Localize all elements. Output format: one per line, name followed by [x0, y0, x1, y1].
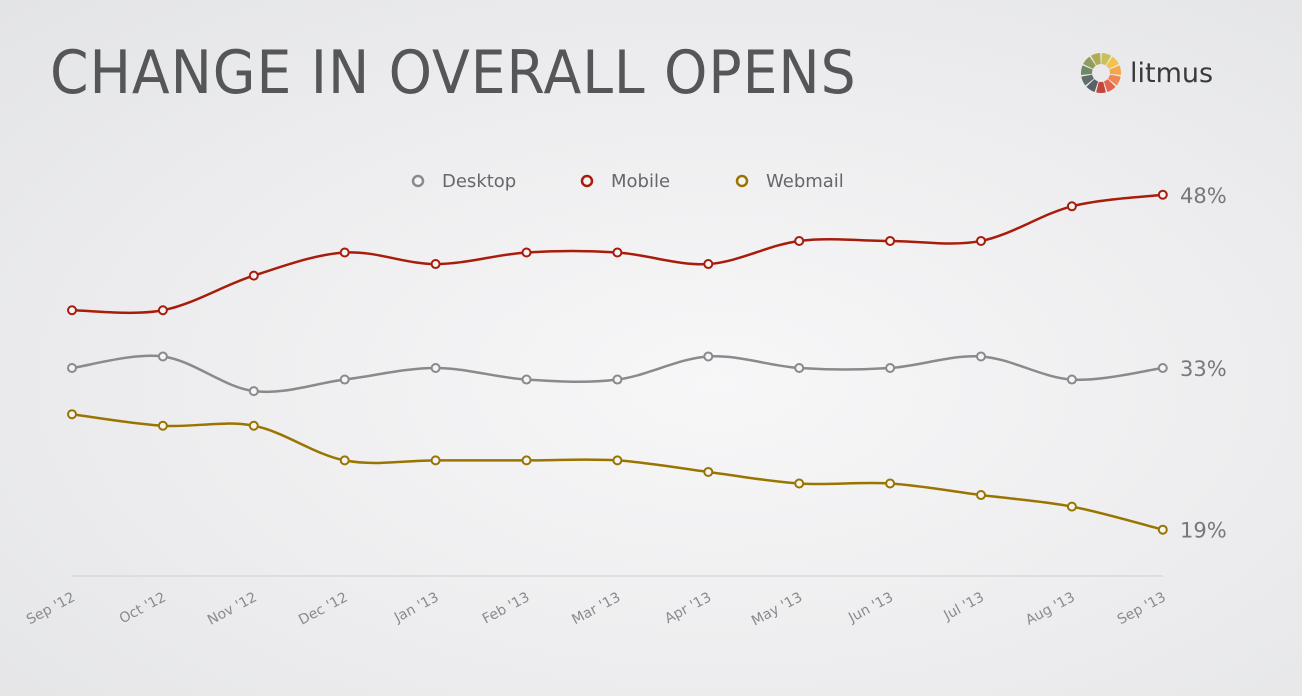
logo-segment — [1096, 81, 1106, 93]
legend-marker-icon — [411, 174, 425, 188]
end-value-label: 19% — [1180, 519, 1227, 543]
data-point — [157, 420, 168, 431]
x-tick-label: Oct '12 — [117, 589, 169, 627]
end-value-label: 48% — [1180, 184, 1227, 208]
data-point — [1157, 189, 1168, 200]
logo-segment — [1109, 65, 1121, 76]
data-point — [1066, 374, 1077, 385]
logo-segment — [1106, 56, 1119, 69]
series-webmail — [67, 409, 1168, 535]
data-point — [1157, 363, 1168, 373]
logo-wheel-icon — [1081, 53, 1121, 93]
data-point — [248, 270, 259, 281]
logo-segment — [1081, 65, 1093, 76]
logo-segment — [1090, 53, 1101, 66]
logo-segment — [1086, 79, 1099, 92]
data-point — [703, 351, 714, 362]
data-point — [976, 490, 986, 501]
x-tick-label: Sep '13 — [1115, 589, 1169, 628]
data-point — [885, 235, 896, 246]
data-point — [885, 363, 896, 373]
data-point — [612, 374, 623, 385]
data-point — [885, 478, 896, 489]
data-point — [521, 374, 532, 385]
series-line — [71, 354, 1163, 394]
x-tick-label: Dec '12 — [296, 589, 351, 628]
legend-marker-icon — [735, 174, 749, 188]
data-point — [157, 305, 168, 316]
x-tick-label: Sep '12 — [24, 589, 78, 628]
data-point — [339, 374, 350, 385]
data-point — [794, 478, 805, 489]
data-point — [976, 351, 986, 362]
data-point — [67, 409, 77, 420]
x-tick-label: Aug '13 — [1023, 589, 1078, 628]
data-point — [703, 466, 714, 477]
data-point — [1066, 201, 1077, 212]
litmus-logo: litmus — [1080, 52, 1213, 94]
data-point — [521, 247, 532, 258]
data-point — [521, 455, 532, 466]
data-point — [612, 455, 623, 466]
data-point — [339, 247, 350, 258]
x-tick-label: Nov '12 — [205, 589, 260, 628]
legend-label: Webmail — [766, 171, 844, 192]
data-point — [339, 455, 350, 466]
legend-item-desktop[interactable]: Desktop — [411, 171, 516, 192]
series-mobile — [67, 189, 1168, 316]
series-desktop — [67, 351, 1168, 397]
series-line — [71, 412, 1164, 531]
x-tick-label: Mar '13 — [569, 589, 623, 628]
page-title: CHANGE IN OVERALL OPENS — [50, 38, 857, 108]
data-point — [430, 259, 441, 270]
data-point — [703, 259, 714, 270]
data-point — [794, 363, 805, 373]
data-point — [157, 351, 168, 362]
end-value-label: 33% — [1180, 357, 1227, 381]
logo-segment — [1081, 74, 1094, 86]
data-point — [1066, 501, 1077, 512]
x-tick-label: Apr '13 — [662, 589, 714, 627]
data-point — [612, 247, 623, 258]
x-tick-label: May '13 — [749, 589, 805, 629]
data-point — [430, 455, 441, 466]
x-tick-label: Feb '13 — [480, 589, 532, 627]
data-point — [248, 420, 259, 431]
data-point — [1157, 524, 1168, 535]
x-tick-label: Jun '13 — [845, 589, 896, 626]
legend-label: Mobile — [611, 171, 670, 192]
legend-item-webmail[interactable]: Webmail — [735, 171, 844, 192]
data-point — [67, 363, 77, 373]
x-tick-label: Jan '13 — [391, 589, 442, 626]
data-point — [67, 305, 77, 316]
logo-segment — [1101, 53, 1112, 66]
logo-segment — [1083, 56, 1096, 69]
legend-label: Desktop — [442, 171, 516, 192]
logo-text: litmus — [1130, 57, 1214, 89]
data-point — [794, 235, 805, 246]
x-tick-label: Jul '13 — [941, 589, 987, 624]
legend-item-mobile[interactable]: Mobile — [580, 171, 670, 192]
logo-segment — [1108, 74, 1121, 86]
legend-marker-icon — [580, 174, 594, 188]
data-point — [976, 235, 986, 246]
data-point — [248, 386, 259, 397]
data-point — [430, 363, 441, 373]
logo-segment — [1103, 79, 1116, 92]
